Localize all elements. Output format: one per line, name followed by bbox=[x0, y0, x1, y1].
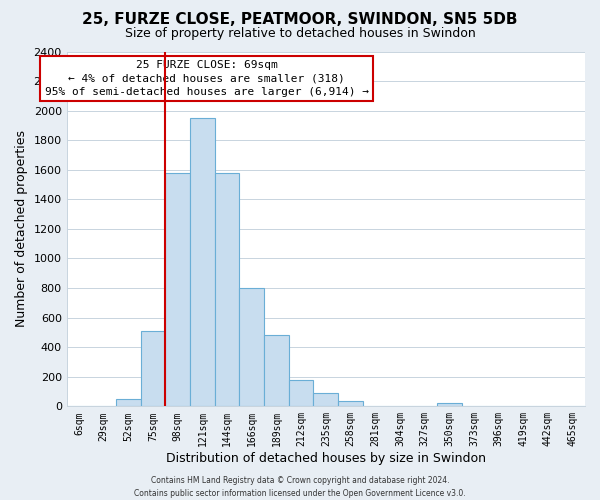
Text: Contains HM Land Registry data © Crown copyright and database right 2024.
Contai: Contains HM Land Registry data © Crown c… bbox=[134, 476, 466, 498]
Bar bbox=[215, 172, 239, 406]
X-axis label: Distribution of detached houses by size in Swindon: Distribution of detached houses by size … bbox=[166, 452, 486, 465]
Bar bbox=[437, 404, 461, 406]
Y-axis label: Number of detached properties: Number of detached properties bbox=[15, 130, 28, 328]
Text: 25, FURZE CLOSE, PEATMOOR, SWINDON, SN5 5DB: 25, FURZE CLOSE, PEATMOOR, SWINDON, SN5 … bbox=[82, 12, 518, 28]
Bar bbox=[313, 393, 338, 406]
Bar bbox=[338, 401, 363, 406]
Bar bbox=[116, 399, 141, 406]
Bar bbox=[141, 331, 166, 406]
Bar bbox=[190, 118, 215, 406]
Bar bbox=[289, 380, 313, 406]
Text: Size of property relative to detached houses in Swindon: Size of property relative to detached ho… bbox=[125, 28, 475, 40]
Text: 25 FURZE CLOSE: 69sqm
← 4% of detached houses are smaller (318)
95% of semi-deta: 25 FURZE CLOSE: 69sqm ← 4% of detached h… bbox=[44, 60, 368, 97]
Bar bbox=[264, 336, 289, 406]
Bar bbox=[166, 172, 190, 406]
Bar bbox=[239, 288, 264, 406]
